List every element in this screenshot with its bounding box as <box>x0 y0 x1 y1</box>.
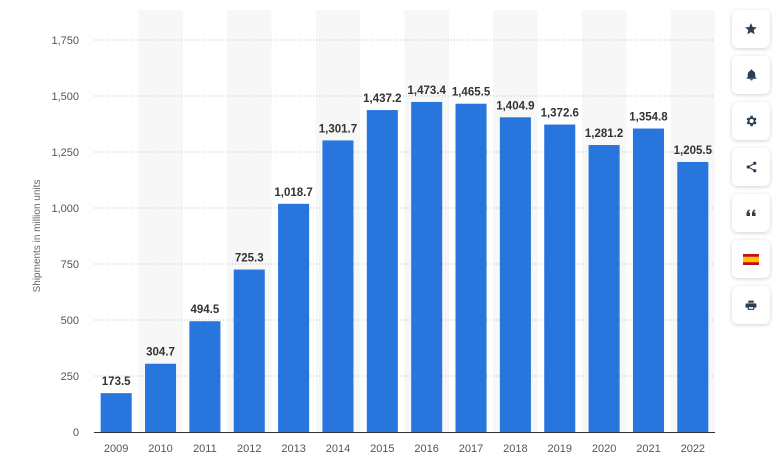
settings-button[interactable] <box>732 102 770 140</box>
data-label: 725.3 <box>235 253 264 265</box>
data-label: 1,301.7 <box>319 123 357 135</box>
y-tick-label: 1,000 <box>51 203 79 215</box>
y-tick-label: 1,250 <box>51 147 79 159</box>
x-tick-label: 2010 <box>148 443 172 455</box>
bar-chart: 173.5 304.7 494.5 725.3 1,018.7 1,301.7 1,437.… <box>32 10 715 455</box>
y-tick-labels: 0 250 500 750 1,000 1,250 1,500 1,750 <box>51 35 79 439</box>
bar <box>588 145 620 432</box>
x-tick-label: 2022 <box>681 443 705 455</box>
bar <box>544 124 576 432</box>
bar <box>278 203 310 432</box>
x-tick-label: 2013 <box>281 443 305 455</box>
y-tick-label: 0 <box>73 427 79 439</box>
data-label: 1,372.6 <box>541 108 579 120</box>
data-label: 1,465.5 <box>452 87 491 99</box>
cite-button[interactable] <box>732 194 770 232</box>
x-tick-label: 2016 <box>414 443 438 455</box>
bar <box>233 269 265 432</box>
y-axis-title: Shipments in million units <box>32 180 43 293</box>
toolbar <box>732 10 770 324</box>
data-label: 1,354.8 <box>629 112 668 124</box>
data-label: 173.5 <box>102 376 131 388</box>
bookmark-button[interactable] <box>732 10 770 48</box>
y-tick-label: 1,500 <box>51 91 79 103</box>
notification-button[interactable] <box>732 56 770 94</box>
share-button[interactable] <box>732 148 770 186</box>
bar <box>632 128 664 433</box>
gear-icon <box>746 115 757 127</box>
data-label: 1,473.4 <box>407 85 446 97</box>
data-label: 304.7 <box>146 347 175 359</box>
x-tick-label: 2018 <box>503 443 527 455</box>
bars <box>100 101 709 433</box>
data-label: 1,281.2 <box>585 128 623 140</box>
print-icon <box>745 300 757 310</box>
x-tick-label: 2020 <box>592 443 616 455</box>
quote-icon <box>746 209 756 216</box>
bar <box>322 140 354 433</box>
bar <box>499 117 531 432</box>
column-band <box>138 10 183 432</box>
bar <box>677 161 709 432</box>
data-label: 1,018.7 <box>274 187 312 199</box>
x-tick-label: 2009 <box>104 443 128 455</box>
data-label: 494.5 <box>191 304 220 316</box>
bar <box>145 363 177 432</box>
x-tick-label: 2011 <box>193 443 217 455</box>
data-labels: 173.5 304.7 494.5 725.3 1,018.7 1,301.7 1,437.… <box>102 85 713 388</box>
x-tick-label: 2021 <box>636 443 660 455</box>
star-icon <box>745 23 757 35</box>
x-tick-labels: 2009 2010 2011 2012 2013 2014 2015 2016 2017 2018… <box>104 443 705 455</box>
x-tick-label: 2017 <box>459 443 483 455</box>
data-label: 1,205.5 <box>674 145 713 157</box>
y-tick-label: 500 <box>61 315 79 327</box>
bar <box>189 321 221 432</box>
x-tick-label: 2019 <box>548 443 572 455</box>
share-icon <box>746 161 756 173</box>
bar <box>100 393 132 432</box>
print-button[interactable] <box>732 286 770 324</box>
bar <box>411 101 443 432</box>
y-tick-label: 1,750 <box>51 35 79 47</box>
data-label: 1,437.2 <box>363 93 401 105</box>
y-tick-label: 250 <box>61 371 79 383</box>
language-button[interactable] <box>732 240 770 278</box>
bell-icon <box>746 69 756 81</box>
x-tick-label: 2014 <box>326 443 350 455</box>
x-tick-label: 2012 <box>237 443 261 455</box>
spain-flag-icon <box>743 253 759 265</box>
y-tick-label: 750 <box>61 259 79 271</box>
data-label: 1,404.9 <box>496 100 534 112</box>
bar <box>366 110 398 432</box>
bar <box>455 103 487 432</box>
x-tick-label: 2015 <box>370 443 394 455</box>
